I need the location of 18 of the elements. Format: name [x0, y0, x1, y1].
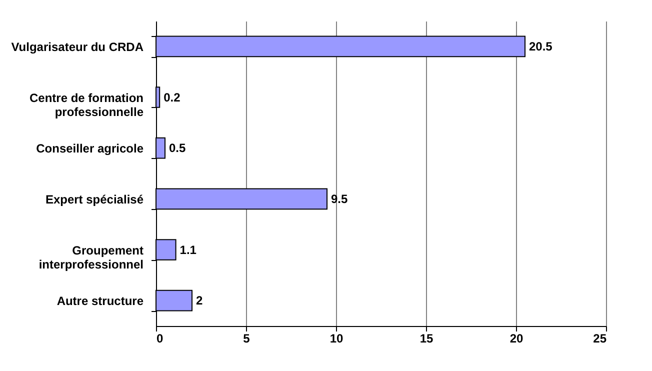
y-tick-label: Expert spécialisé — [45, 192, 144, 206]
y-tick-label: Groupement interprofessionnel — [38, 243, 144, 272]
data-label: 20.5 — [529, 39, 553, 54]
data-label: 9.5 — [331, 192, 348, 206]
y-tick-label: Autre structure — [56, 294, 144, 308]
x-tick-label: 10 — [330, 332, 344, 346]
x-tick-label: 25 — [593, 332, 607, 346]
data-label: 0.2 — [164, 90, 181, 104]
y-tick-label: Vulgarisateur du CRDA — [11, 40, 144, 54]
y-tick-label: Centre de formation professionnelle — [29, 90, 144, 119]
data-label: 0.5 — [169, 141, 186, 156]
x-tick-label: 20 — [510, 332, 524, 346]
y-tick-label: Conseiller agricole — [36, 142, 144, 156]
x-tick-label: 0 — [156, 332, 164, 346]
data-label: 2 — [196, 294, 203, 308]
data-label: 1.1 — [180, 242, 197, 257]
x-tick-label: 15 — [420, 332, 434, 346]
x-tick-label: 5 — [243, 332, 250, 346]
